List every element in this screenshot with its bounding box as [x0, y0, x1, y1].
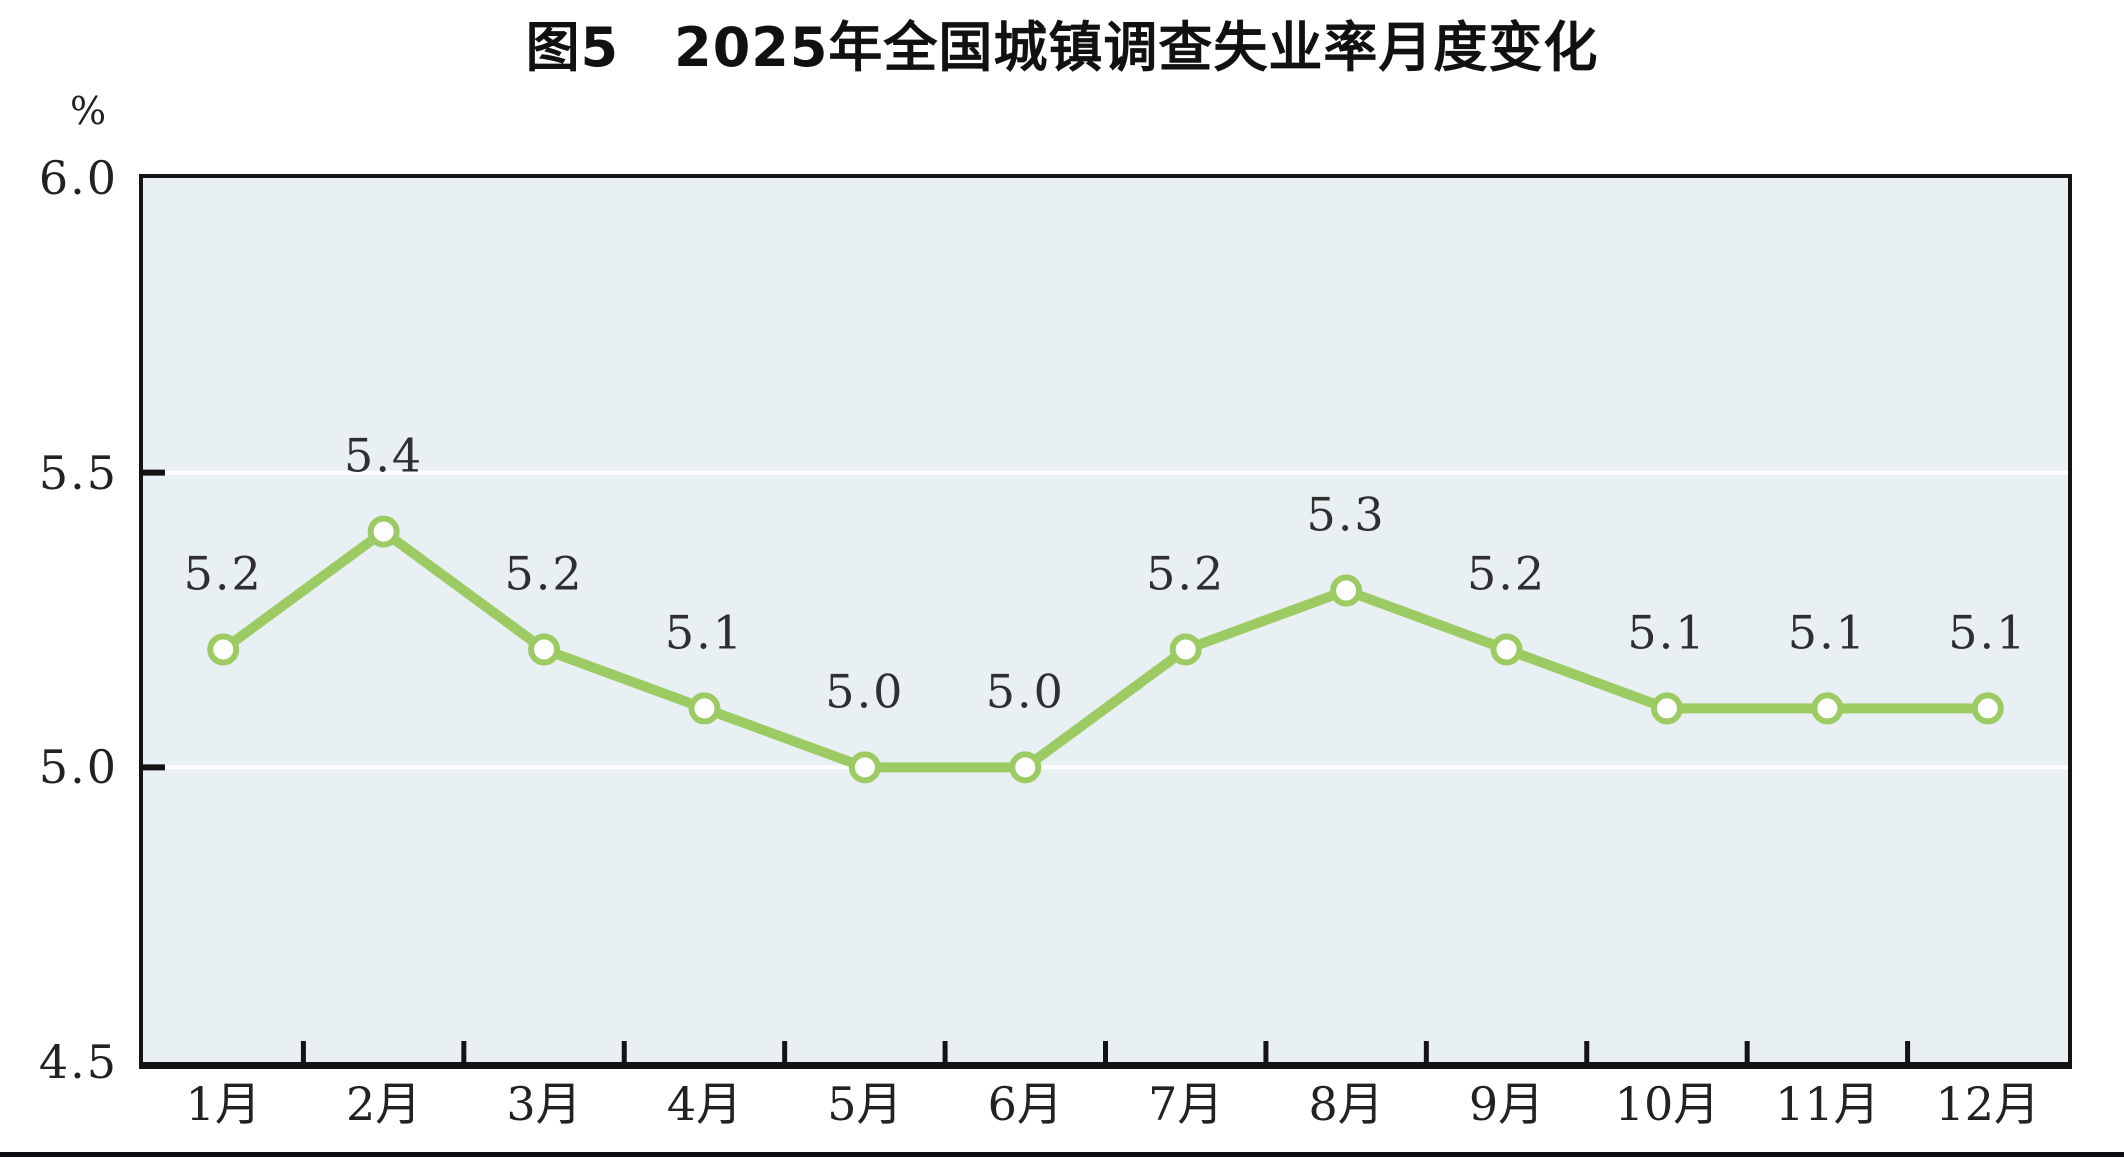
- chart-title: 图5 2025年全国城镇调查失业率月度变化: [525, 16, 1599, 79]
- data-point-marker: [1650, 692, 1683, 725]
- data-point-label: 5.2: [504, 546, 583, 600]
- data-point-marker: [848, 751, 881, 784]
- y-axis-tick-label: 6.0: [38, 151, 118, 205]
- data-point-marker: [367, 515, 400, 548]
- data-point-marker: [207, 633, 240, 666]
- x-axis-tick-label: 1月: [185, 1077, 261, 1131]
- data-point-label: 5.1: [1948, 605, 2027, 659]
- x-axis-tick-label: 6月: [987, 1077, 1063, 1131]
- data-point-marker: [688, 692, 721, 725]
- x-axis-tick-label: 3月: [506, 1077, 582, 1131]
- x-axis-tick-label: 8月: [1308, 1077, 1384, 1131]
- data-point-marker: [1169, 633, 1202, 666]
- page-divider: [0, 1152, 2124, 1157]
- y-axis-tick-label: 5.5: [38, 445, 118, 500]
- data-point-marker: [1009, 751, 1042, 784]
- x-axis-tick-label: 5月: [827, 1077, 903, 1131]
- data-point-label: 5.1: [1788, 605, 1867, 659]
- x-axis-tick-label: 7月: [1148, 1077, 1224, 1131]
- plot-area: 5.2 5.4 5.2 5.1 5.0 5.0 5.2 5.3 5.2 5.1 5.1 5.1: [139, 174, 2072, 1069]
- data-point-label: 5.2: [1146, 546, 1225, 600]
- data-point-label: 5.1: [1627, 605, 1706, 659]
- data-point-label: 5.0: [825, 664, 904, 718]
- x-axis-tick-label: 4月: [666, 1077, 743, 1131]
- trend-line: [218, 526, 1993, 773]
- data-point-label: 5.1: [665, 605, 744, 659]
- data-point-marker: [1490, 633, 1523, 666]
- y-axis-tick-label: 5.0: [38, 740, 118, 795]
- data-point-marker: [528, 633, 561, 666]
- y-axis-tick-label: 4.5: [38, 1035, 118, 1089]
- data-point-label: 5.2: [1467, 546, 1546, 600]
- y-axis-unit-label: %: [69, 89, 107, 133]
- data-point-label: 5.4: [344, 429, 423, 483]
- data-point-marker: [1811, 692, 1844, 725]
- x-axis-tick-label: 2月: [345, 1077, 422, 1131]
- x-axis-tick-label: 12月: [1935, 1077, 2041, 1131]
- data-point-label: 5.3: [1307, 488, 1386, 542]
- x-axis-tick-label: 9月: [1468, 1077, 1545, 1131]
- unemployment-line-chart: 5.2 5.4 5.2 5.1 5.0 5.0 5.2 5.3 5.2 5.1 5.1 5.1: [143, 429, 2068, 1062]
- data-point-marker: [1971, 692, 2004, 725]
- data-point-label: 5.2: [184, 546, 263, 600]
- x-axis-tick-label: 10月: [1614, 1077, 1720, 1131]
- x-axis-tick-label: 11月: [1775, 1077, 1880, 1131]
- data-point-label: 5.0: [986, 664, 1065, 718]
- data-point-marker: [1330, 574, 1363, 607]
